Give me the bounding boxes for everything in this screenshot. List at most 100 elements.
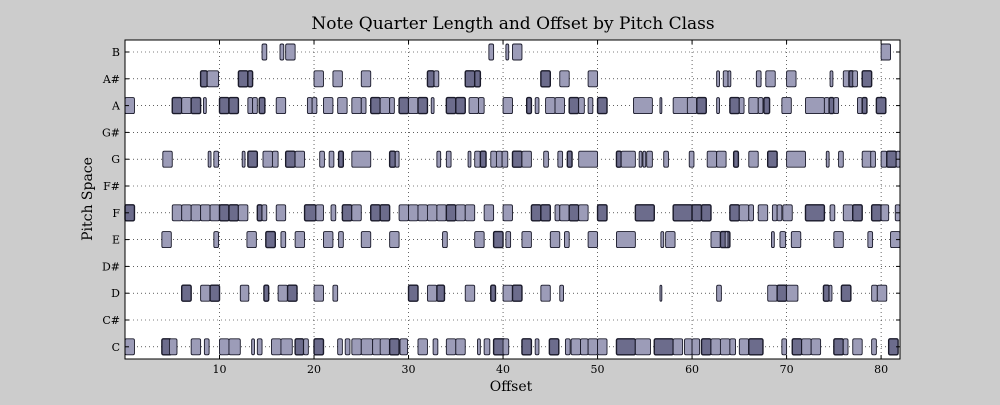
x-axis-label: Offset xyxy=(490,379,533,395)
note-bar-f xyxy=(700,204,712,222)
note-bar-f xyxy=(445,204,457,222)
note-bar-c xyxy=(684,338,693,356)
note-bar-e xyxy=(616,231,636,249)
note-bar-c xyxy=(521,338,533,356)
x-tick-label: 10 xyxy=(213,363,227,376)
note-bar-f xyxy=(634,204,655,222)
note-bar-c xyxy=(781,338,788,356)
y-tick-label: C xyxy=(112,341,120,354)
note-bar-a xyxy=(370,96,381,115)
note-bar-c xyxy=(455,338,466,356)
note-bar-c xyxy=(445,338,457,356)
note-bar-f xyxy=(315,204,324,222)
notes-layer xyxy=(124,43,901,356)
note-bar-g xyxy=(394,150,400,168)
note-bar-c xyxy=(280,338,293,356)
note-bar-f xyxy=(228,204,240,222)
note-bar-asharp xyxy=(237,70,249,88)
note-bar-d xyxy=(540,284,551,302)
note-bar-a xyxy=(337,97,348,115)
note-bar-f xyxy=(261,204,268,222)
note-bar-asharp xyxy=(332,70,343,88)
note-bar-e xyxy=(294,231,306,249)
note-bar-g xyxy=(474,150,481,168)
note-bar-asharp xyxy=(852,70,858,88)
note-bar-g xyxy=(688,150,695,168)
note-bar-b xyxy=(261,43,268,61)
note-bar-d xyxy=(407,284,419,302)
note-bar-g xyxy=(706,150,718,168)
note-bar-d xyxy=(828,284,833,302)
note-bar-a xyxy=(781,97,792,115)
note-bar-a xyxy=(218,96,230,115)
note-bar-c xyxy=(203,338,210,356)
note-bar-c xyxy=(399,338,409,356)
note-bar-c xyxy=(432,338,439,356)
note-bar-c xyxy=(228,338,241,356)
note-bar-e xyxy=(779,231,787,249)
note-bar-e xyxy=(587,231,599,249)
note-bar-f xyxy=(870,204,882,222)
note-bar-g xyxy=(284,150,296,168)
note-bar-asharp xyxy=(433,70,440,88)
note-bar-e xyxy=(665,231,676,249)
note-bar-a xyxy=(351,97,362,115)
note-bar-f xyxy=(436,204,447,222)
note-bar-c xyxy=(379,338,391,356)
note-bar-g xyxy=(642,150,647,168)
note-bar-c xyxy=(534,338,540,356)
note-bar-e xyxy=(492,230,504,249)
note-bar-c xyxy=(580,338,589,356)
note-bar-c xyxy=(271,338,282,356)
note-bar-asharp xyxy=(360,70,372,88)
note-bar-g xyxy=(521,150,532,168)
note-bar-a xyxy=(633,97,653,115)
note-bar-g xyxy=(337,150,345,168)
note-bar-d xyxy=(511,284,523,302)
note-bar-g xyxy=(490,150,497,168)
ticks-layer: C C# D D# E F F# G G# A A# B 10 20 30 40 50 60 70 80 xyxy=(102,40,900,376)
note-bar-g xyxy=(870,150,876,168)
note-bar-a xyxy=(534,97,540,115)
note-bar-a xyxy=(828,96,835,115)
note-bar-f xyxy=(568,204,580,222)
note-bar-a xyxy=(716,97,720,115)
note-bar-c xyxy=(810,338,822,356)
y-tick-label: B xyxy=(112,46,120,59)
note-bar-f xyxy=(776,204,783,222)
note-bar-g xyxy=(566,150,573,168)
note-bar-f xyxy=(829,204,836,222)
note-bar-g xyxy=(501,150,509,168)
note-bar-a xyxy=(757,97,764,115)
note-bar-b xyxy=(880,43,891,61)
note-bar-f xyxy=(771,204,778,222)
note-bar-a xyxy=(568,96,580,115)
note-bar-c xyxy=(653,338,674,356)
note-bar-a xyxy=(696,96,707,115)
note-bar-g xyxy=(880,150,888,168)
note-bar-c xyxy=(168,338,178,356)
note-bar-g xyxy=(838,150,844,168)
note-bar-c xyxy=(615,338,637,356)
note-bar-asharp xyxy=(473,70,482,88)
note-bar-g xyxy=(748,150,759,168)
note-bar-f xyxy=(455,204,466,222)
note-bar-a xyxy=(554,97,565,115)
note-bar-f xyxy=(880,204,890,222)
note-bar-d xyxy=(822,284,830,302)
note-bar-a xyxy=(247,97,254,115)
note-bar-asharp xyxy=(722,70,729,88)
note-bar-g xyxy=(351,150,372,168)
note-bar-g xyxy=(445,150,452,168)
note-bar-c xyxy=(801,338,812,356)
note-bar-g xyxy=(663,150,669,168)
note-bar-g xyxy=(247,150,259,168)
note-bar-asharp xyxy=(247,70,254,88)
note-bar-f xyxy=(218,204,230,222)
note-bar-asharp xyxy=(199,70,208,88)
y-tick-label: C# xyxy=(102,314,120,327)
note-bar-e xyxy=(790,231,802,249)
note-bar-a xyxy=(455,96,466,115)
note-bar-a xyxy=(275,97,287,115)
note-bar-f xyxy=(341,204,353,222)
